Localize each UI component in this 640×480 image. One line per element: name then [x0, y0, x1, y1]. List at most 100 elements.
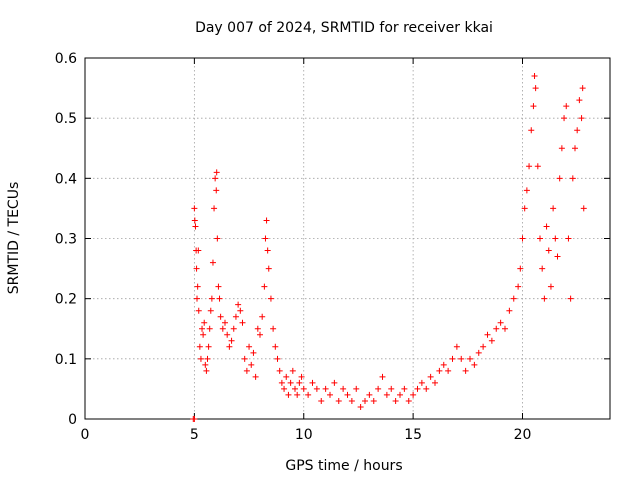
data-point [259, 313, 266, 320]
data-point [203, 367, 210, 374]
x-tick-label: 15 [404, 427, 422, 443]
data-point [574, 127, 581, 134]
data-point [230, 325, 237, 332]
data-point [436, 367, 443, 374]
data-point [192, 223, 199, 230]
data-point [298, 373, 305, 380]
data-point [515, 283, 522, 290]
data-point [480, 343, 487, 350]
data-point [526, 163, 533, 170]
data-point [217, 313, 224, 320]
data-point [580, 205, 587, 212]
x-tick-label: 10 [295, 427, 313, 443]
data-point [383, 391, 390, 398]
y-tick-label: 0.3 [55, 232, 77, 248]
data-point [502, 325, 508, 332]
data-point [348, 397, 355, 404]
data-point [274, 355, 281, 362]
data-point [569, 175, 576, 182]
data-point [331, 379, 338, 386]
data-point [510, 295, 517, 302]
data-point [453, 343, 460, 350]
data-point [237, 307, 244, 314]
data-point [263, 217, 270, 224]
data-point [410, 391, 417, 398]
x-axis-label: GPS time / hours [285, 458, 402, 474]
data-point [213, 169, 220, 176]
grid-lines [85, 58, 610, 419]
y-axis-ticks: 0 0.1 0.2 0.3 0.4 0.5 0.6 [55, 51, 610, 428]
data-point [449, 355, 456, 362]
data-point [423, 385, 430, 392]
data-point [313, 385, 320, 392]
data-point [519, 235, 526, 242]
data-point [418, 379, 425, 386]
data-point [462, 367, 469, 374]
data-point [370, 397, 377, 404]
data-point [322, 385, 329, 392]
data-point [191, 416, 198, 422]
data-point [576, 97, 583, 104]
data-point [235, 301, 242, 308]
data-points [190, 73, 587, 422]
data-point [232, 313, 239, 320]
data-point [445, 367, 452, 374]
data-point [294, 391, 301, 398]
data-point [565, 235, 572, 242]
data-point [335, 397, 342, 404]
data-point [344, 391, 351, 398]
data-point [578, 115, 585, 122]
data-point [196, 343, 203, 350]
data-point [366, 391, 373, 398]
data-point [405, 397, 412, 404]
data-point [296, 379, 303, 386]
data-point [353, 385, 360, 392]
data-point [212, 175, 219, 182]
data-point [318, 397, 325, 404]
data-point [340, 385, 347, 392]
y-tick-label: 0.6 [55, 51, 77, 67]
y-tick-label: 0 [68, 412, 77, 428]
data-point [554, 253, 561, 260]
x-tick-label: 5 [190, 427, 199, 443]
data-point [239, 319, 246, 326]
data-point [552, 235, 559, 242]
data-point [228, 337, 235, 344]
y-axis-label: SRMTID / TECUs [6, 182, 22, 295]
data-point [427, 373, 434, 380]
data-point [191, 205, 198, 212]
data-point [276, 367, 283, 374]
data-point [209, 259, 216, 266]
data-point [216, 295, 223, 302]
data-point [397, 391, 403, 398]
data-point [213, 187, 220, 194]
data-point [539, 265, 546, 272]
data-point [556, 175, 563, 182]
data-point [528, 127, 535, 134]
y-tick-label: 0.4 [55, 171, 77, 187]
data-point [283, 373, 290, 380]
data-point [204, 355, 211, 362]
x-tick-label: 20 [514, 427, 532, 443]
data-point [289, 367, 296, 374]
data-point [254, 325, 261, 332]
chart-title: Day 007 of 2024, SRMTID for receiver kka… [195, 20, 493, 36]
data-point [248, 361, 255, 368]
y-tick-label: 0.1 [55, 352, 77, 368]
data-point [250, 349, 257, 356]
data-point [219, 325, 226, 332]
data-point [300, 385, 307, 392]
data-point [197, 355, 204, 362]
data-point [543, 223, 550, 230]
data-point [475, 349, 482, 356]
data-point [215, 283, 222, 290]
data-point [202, 361, 209, 368]
x-tick-label: 0 [81, 427, 90, 443]
data-point [208, 295, 215, 302]
data-point [458, 355, 465, 362]
x-axis-ticks: 0 5 10 15 20 [81, 58, 532, 443]
data-point [375, 385, 382, 392]
data-point [537, 235, 543, 242]
data-point [193, 265, 200, 272]
